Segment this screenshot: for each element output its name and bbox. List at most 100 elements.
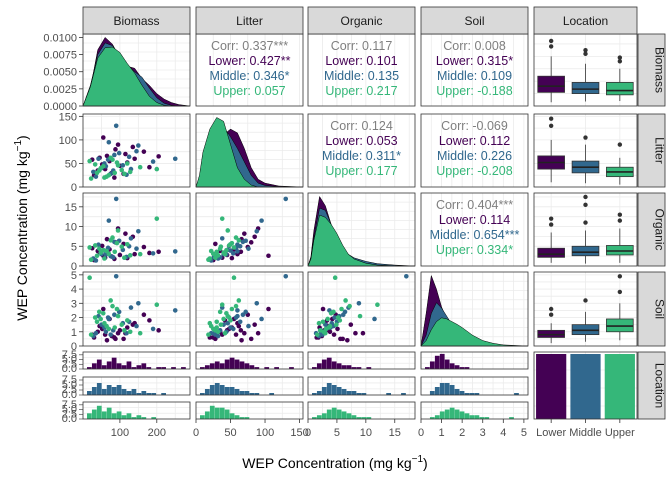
panel-litter-biomass-border — [82, 113, 191, 188]
hist-bar-middle — [249, 393, 255, 395]
tick-label-y-density: 0.0050 — [43, 67, 77, 79]
point-lower — [132, 156, 137, 162]
outlier-middle — [583, 47, 588, 53]
hist-bar-upper — [126, 413, 132, 419]
hist-bar-upper — [474, 415, 480, 419]
corr-upper-litter-organic: Upper: 0.177 — [325, 164, 397, 178]
point-upper — [228, 241, 233, 247]
point-middle — [356, 301, 362, 306]
point-middle — [93, 174, 99, 179]
panel-litter-litter-border — [195, 113, 304, 188]
point-middle — [240, 312, 246, 317]
tick-label-x-soil: 4 — [500, 427, 506, 439]
panel-organic-biomass-border — [82, 192, 191, 267]
point-lower — [242, 330, 247, 336]
panel-organic-soil-border — [420, 192, 529, 267]
hist-bar-upper — [219, 407, 225, 419]
point-upper — [233, 303, 239, 309]
point-lower — [248, 336, 254, 342]
point-upper — [229, 306, 235, 312]
panel-hist-soil-middle-border — [420, 376, 529, 396]
point-lower — [255, 330, 261, 336]
point-middle — [404, 273, 409, 279]
hist-bar-middle — [151, 393, 157, 395]
point-middle — [134, 148, 139, 154]
hist-bar-lower — [434, 355, 440, 369]
outlier-middle — [583, 298, 588, 303]
point-upper — [231, 275, 237, 280]
hist-bar-middle — [341, 389, 347, 395]
hist-bar-middle — [434, 387, 440, 395]
point-upper — [326, 325, 332, 330]
hist-bar-lower — [464, 367, 470, 369]
hist-bar-upper — [131, 417, 137, 419]
hist-bar-middle — [91, 387, 97, 395]
point-upper — [87, 275, 92, 280]
point-lower — [100, 306, 106, 312]
point-middle — [246, 323, 251, 329]
hist-bar-middle — [331, 385, 337, 395]
hist-bar-lower — [321, 359, 327, 369]
hist-bar-lower — [116, 363, 122, 369]
outlier-middle — [583, 194, 588, 200]
hist-bar-middle — [200, 393, 205, 395]
point-upper — [102, 175, 107, 180]
point-lower — [100, 135, 106, 140]
hist-bar-upper — [87, 413, 92, 419]
location-bar-lower — [536, 354, 567, 419]
point-lower — [233, 332, 239, 337]
axis-layer: 0.00000.00250.00500.00750.01000501001500… — [43, 32, 635, 439]
point-upper — [316, 320, 322, 326]
tick-label-y-hist: 5.0 — [62, 354, 77, 366]
tick-label-y-soil: 5 — [71, 270, 77, 282]
hist-bar-middle — [131, 389, 137, 395]
outlier-upper — [617, 218, 623, 223]
panel-organic-litter-border — [195, 192, 304, 267]
hist-bar-lower — [209, 363, 215, 369]
point-lower — [360, 330, 366, 336]
hist-bar-lower — [454, 365, 460, 369]
hist-bar-upper — [341, 411, 347, 419]
hist-bar-upper — [429, 417, 435, 419]
tick-label-x-soil: 3 — [480, 427, 486, 439]
point-upper — [222, 251, 228, 257]
point-upper — [92, 243, 98, 248]
hist-bar-upper — [336, 409, 342, 419]
panel-hist-organic-lower-border — [307, 351, 416, 370]
corr-upper-organic-soil: Upper: 0.334* — [436, 243, 513, 257]
tick-label-x-soil: 0 — [418, 427, 424, 439]
hist-bar-middle — [214, 383, 220, 395]
location-bar-upper — [604, 354, 635, 419]
point-lower — [331, 332, 337, 337]
hist-bar-upper — [214, 407, 220, 419]
point-lower — [141, 244, 147, 250]
hist-bar-upper — [326, 409, 332, 419]
panel-hist-biomass-middle-border — [82, 376, 191, 396]
panel-soil-location-border — [533, 271, 638, 347]
hist-bar-upper — [316, 415, 322, 419]
point-lower — [248, 240, 254, 245]
hist-bar-lower — [234, 359, 240, 369]
point-upper — [154, 216, 160, 221]
hist-bar-middle — [111, 387, 117, 395]
strip-right-biomass — [637, 33, 666, 107]
point-middle — [259, 218, 264, 223]
point-middle — [172, 249, 178, 254]
tick-label-x-biomass: 200 — [148, 427, 166, 439]
point-upper — [357, 313, 363, 319]
point-upper — [137, 251, 143, 257]
hist-bar-upper — [96, 405, 102, 419]
hist-bar-lower — [91, 363, 97, 369]
hist-bar-lower — [200, 367, 205, 369]
strip-right-label-biomass: Biomass — [653, 47, 667, 93]
hist-bar-middle — [474, 393, 480, 395]
point-middle — [116, 150, 122, 156]
hist-bar-middle — [439, 383, 445, 395]
tick-label-y-hist: 5.0 — [62, 404, 77, 416]
hist-bar-upper — [356, 417, 362, 419]
hist-bar-lower — [106, 361, 112, 369]
point-middle — [243, 309, 249, 315]
hist-bar-upper — [224, 409, 230, 419]
hist-bar-lower — [356, 367, 362, 369]
point-lower — [147, 318, 152, 323]
